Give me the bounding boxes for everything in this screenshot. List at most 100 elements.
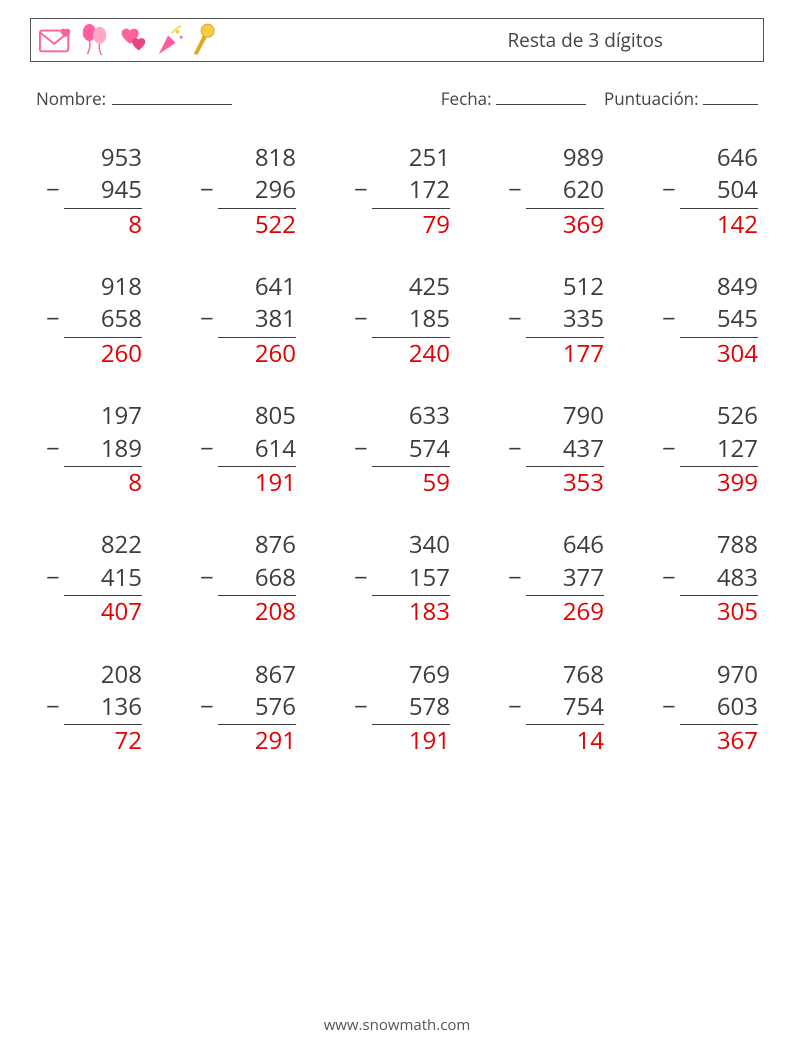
answer: 240 [372, 338, 450, 370]
score-blank[interactable] [703, 86, 758, 105]
subtrahend-line: −754 [526, 691, 604, 725]
problem-5: 646−504142 [652, 142, 758, 241]
operator: − [662, 433, 676, 465]
operator: − [46, 691, 60, 723]
answer: 191 [218, 467, 296, 499]
answer: 72 [64, 725, 142, 757]
subtrahend-line: −415 [64, 562, 142, 596]
subtrahend-line: −614 [218, 433, 296, 467]
operator: − [354, 562, 368, 594]
minuend: 876 [218, 529, 296, 561]
problem-3: 251−17279 [344, 142, 450, 241]
minuend: 197 [64, 400, 142, 432]
subtrahend-line: −296 [218, 174, 296, 208]
operator: − [508, 433, 522, 465]
minuend: 953 [64, 142, 142, 174]
subtrahend-line: −945 [64, 174, 142, 208]
answer: 305 [680, 596, 758, 628]
header-icons [37, 22, 217, 58]
answer: 269 [526, 596, 604, 628]
minuend: 769 [372, 659, 450, 691]
subtrahend-line: −437 [526, 433, 604, 467]
subtrahend-line: −377 [526, 562, 604, 596]
minuend: 768 [526, 659, 604, 691]
problem-1: 953−9458 [36, 142, 142, 241]
minuend: 208 [64, 659, 142, 691]
operator: − [46, 174, 60, 206]
answer: 142 [680, 209, 758, 241]
footer-url: www.snowmath.com [0, 1015, 794, 1035]
answer: 183 [372, 596, 450, 628]
date-blank[interactable] [496, 86, 586, 105]
operator: − [508, 562, 522, 594]
minuend: 646 [680, 142, 758, 174]
minuend: 526 [680, 400, 758, 432]
minuend: 790 [526, 400, 604, 432]
problem-24: 768−75414 [498, 659, 604, 758]
date-label: Fecha: [441, 87, 492, 110]
minuend: 788 [680, 529, 758, 561]
subtrahend-line: −136 [64, 691, 142, 725]
info-row: Nombre: Fecha: Puntuación: [30, 86, 764, 110]
problem-17: 876−668208 [190, 529, 296, 628]
operator: − [354, 433, 368, 465]
answer: 14 [526, 725, 604, 757]
problem-9: 512−335177 [498, 271, 604, 370]
operator: − [46, 303, 60, 335]
subtrahend-line: −185 [372, 303, 450, 337]
operator: − [200, 303, 214, 335]
subtrahend-line: −189 [64, 433, 142, 467]
answer: 353 [526, 467, 604, 499]
minuend: 425 [372, 271, 450, 303]
problem-20: 788−483305 [652, 529, 758, 628]
operator: − [200, 174, 214, 206]
minuend: 918 [64, 271, 142, 303]
subtrahend-line: −504 [680, 174, 758, 208]
problem-8: 425−185240 [344, 271, 450, 370]
worksheet-title: Resta de 3 dígitos [507, 27, 663, 53]
problem-4: 989−620369 [498, 142, 604, 241]
answer: 522 [218, 209, 296, 241]
answer: 407 [64, 596, 142, 628]
answer: 260 [218, 338, 296, 370]
operator: − [46, 562, 60, 594]
subtrahend-line: −620 [526, 174, 604, 208]
problem-19: 646−377269 [498, 529, 604, 628]
operator: − [508, 174, 522, 206]
minuend: 822 [64, 529, 142, 561]
operator: − [662, 303, 676, 335]
answer: 260 [64, 338, 142, 370]
operator: − [662, 691, 676, 723]
header-box: Resta de 3 dígitos [30, 18, 764, 62]
microphone-icon [189, 22, 217, 58]
subtrahend-line: −172 [372, 174, 450, 208]
problems-grid: 953−9458 818−296522 251−17279 989−620369 646… [30, 142, 764, 758]
answer: 79 [372, 209, 450, 241]
minuend: 805 [218, 400, 296, 432]
operator: − [662, 174, 676, 206]
problem-21: 208−13672 [36, 659, 142, 758]
minuend: 989 [526, 142, 604, 174]
answer: 367 [680, 725, 758, 757]
minuend: 818 [218, 142, 296, 174]
minuend: 251 [372, 142, 450, 174]
minuend: 849 [680, 271, 758, 303]
problem-10: 849−545304 [652, 271, 758, 370]
minuend: 970 [680, 659, 758, 691]
operator: − [354, 303, 368, 335]
name-blank[interactable] [112, 86, 232, 105]
problem-7: 641−381260 [190, 271, 296, 370]
subtrahend-line: −127 [680, 433, 758, 467]
operator: − [354, 174, 368, 206]
problem-14: 790−437353 [498, 400, 604, 499]
problem-6: 918−658260 [36, 271, 142, 370]
minuend: 340 [372, 529, 450, 561]
problem-2: 818−296522 [190, 142, 296, 241]
subtrahend-line: −578 [372, 691, 450, 725]
problem-15: 526−127399 [652, 400, 758, 499]
minuend: 512 [526, 271, 604, 303]
minuend: 641 [218, 271, 296, 303]
minuend: 646 [526, 529, 604, 561]
problem-22: 867−576291 [190, 659, 296, 758]
answer: 399 [680, 467, 758, 499]
